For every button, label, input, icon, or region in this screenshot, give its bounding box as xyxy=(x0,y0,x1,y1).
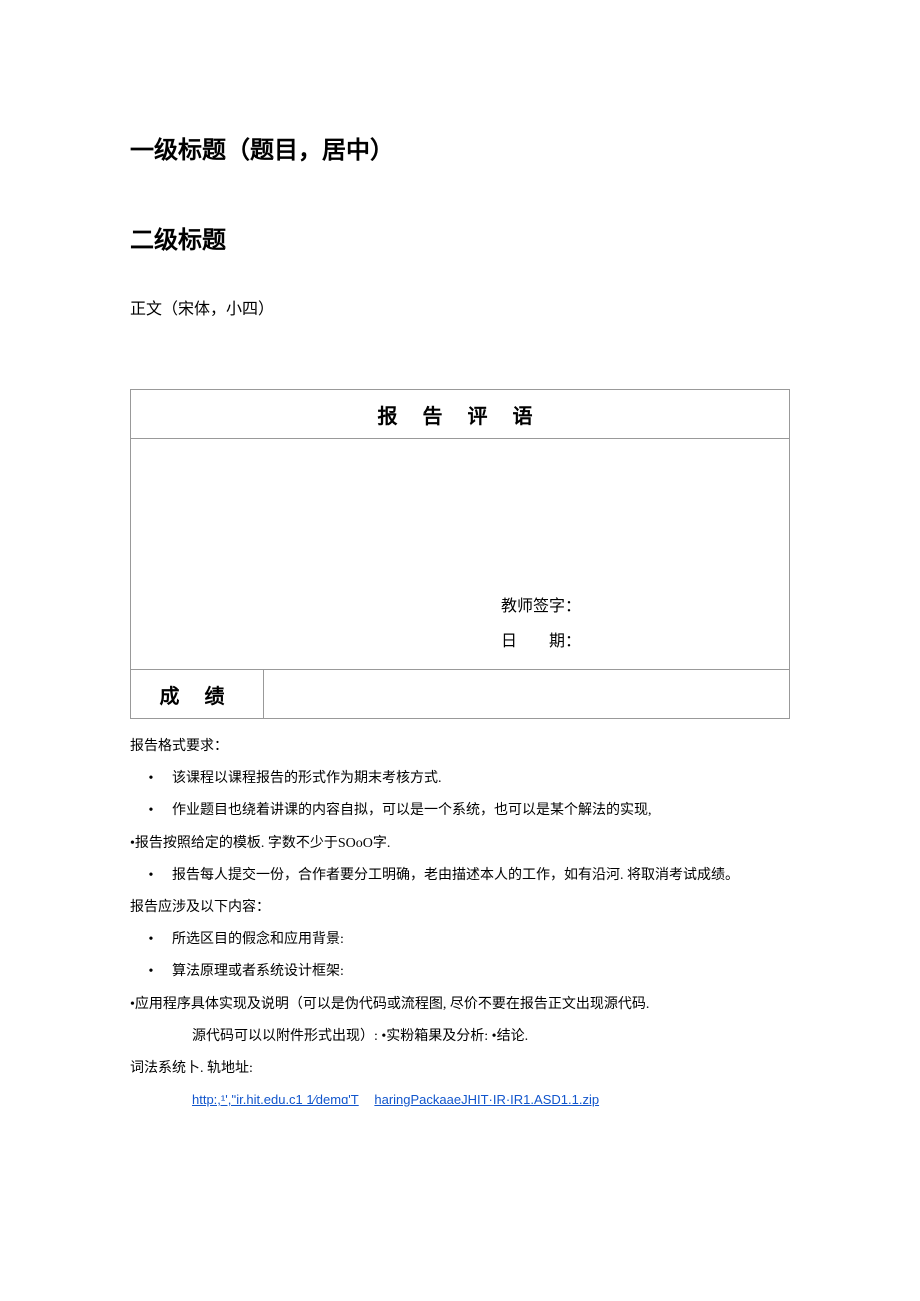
req-text: •报告按照给定的模板. 字数不少于SOoO字. xyxy=(130,828,790,860)
req-text-indented: 源代码可以以附件形式出现）: •实粉箱果及分析: •结论. xyxy=(130,1021,790,1053)
req-item: • 算法原理或者系统设计框架: xyxy=(130,956,790,988)
req-item: • 该课程以课程报告的形式作为期末考核方式. xyxy=(130,763,790,795)
eval-header-cell: 报 告 评 语 xyxy=(131,390,790,439)
link-2[interactable]: haringPackaaeJHIT·IR·IR1.ASD1.1.zip xyxy=(374,1092,599,1107)
grade-label-cell: 成 绩 xyxy=(131,670,264,719)
req-item: • 所选区目的假念和应用背景: xyxy=(130,924,790,956)
heading-level-2: 二级标题 xyxy=(130,220,790,255)
requirements-section: 报告格式要求： • 该课程以课程报告的形式作为期末考核方式. • 作业题目也绕着… xyxy=(130,731,790,1115)
date-label: 日 期： xyxy=(501,624,759,659)
bullet-icon: • xyxy=(130,795,172,827)
req-title: 报告格式要求： xyxy=(130,731,790,763)
bullet-icon: • xyxy=(130,763,172,795)
req-text: 算法原理或者系统设计框架: xyxy=(172,956,344,988)
req-item: • 作业题目也绕着讲课的内容自拟，可以是一个系统，也可以是某个解法的实现, xyxy=(130,795,790,827)
req-item: • 报告每人提交一份，合作者要分工明确，老由描述本人的工作，如有沿河. 将取消考… xyxy=(130,860,790,892)
req-footer: 词法系统卜. 轨地址: xyxy=(130,1053,790,1085)
body-text-sample: 正文（宋体，小四） xyxy=(130,295,790,319)
grade-value-cell xyxy=(264,670,790,719)
heading-level-1: 一级标题（题目，居中） xyxy=(130,130,790,165)
links-row: http:,¹','ʹir.hit.edu.c1 1⁄demɑ'T haring… xyxy=(130,1085,790,1115)
req-text: 报告每人提交一份，合作者要分工明确，老由描述本人的工作，如有沿河. 将取消考试成… xyxy=(172,860,739,892)
req-text: 该课程以课程报告的形式作为期末考核方式. xyxy=(172,763,442,795)
bullet-icon: • xyxy=(130,956,172,988)
teacher-signature-label: 教师签字： xyxy=(501,589,759,624)
req-text: 作业题目也绕着讲课的内容自拟，可以是一个系统，也可以是某个解法的实现, xyxy=(172,795,652,827)
bullet-icon: • xyxy=(130,924,172,956)
req-text: •应用程序具体实现及说明（可以是伪代码或流程图, 尽价不要在报告正文出现源代码. xyxy=(130,989,790,1021)
eval-body-cell: 教师签字： 日 期： xyxy=(131,439,790,670)
bullet-icon: • xyxy=(130,860,172,892)
link-1[interactable]: http:,¹','ʹir.hit.edu.c1 1⁄demɑ'T xyxy=(192,1092,359,1107)
evaluation-table: 报 告 评 语 教师签字： 日 期： 成 绩 xyxy=(130,389,790,719)
req-subtitle: 报告应涉及以下内容： xyxy=(130,892,790,924)
req-text: 所选区目的假念和应用背景: xyxy=(172,924,344,956)
